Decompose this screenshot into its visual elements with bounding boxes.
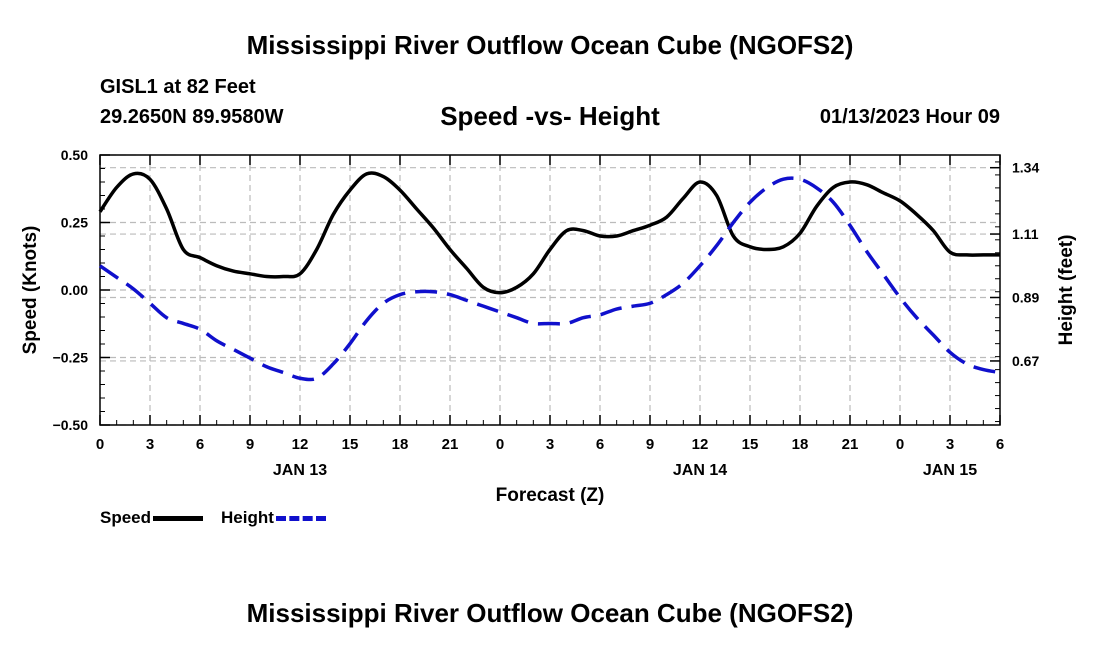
y2-tick-label: 0.67: [1012, 353, 1039, 369]
y-tick-label: 0.00: [61, 282, 88, 298]
x-tick-label: 0: [896, 436, 904, 453]
x-tick-label: 18: [792, 436, 809, 453]
chart-subtitle: Speed -vs- Height: [440, 101, 660, 131]
x-tick-label: 12: [692, 436, 709, 453]
x-tick-label: 15: [742, 436, 759, 453]
x-tick-label: 9: [646, 436, 654, 453]
y-tick-label: −0.25: [53, 350, 89, 366]
x-tick-label: 15: [342, 436, 359, 453]
x-tick-label: 21: [842, 436, 859, 453]
x-tick-label: 0: [496, 436, 504, 453]
forecast-datetime: 01/13/2023 Hour 09: [819, 106, 1000, 128]
legend-speed-swatch: [153, 515, 204, 521]
y2-tick-label: 1.11: [1012, 226, 1039, 242]
chart-title: Mississippi River Outflow Ocean Cube (NG…: [246, 30, 854, 60]
x-tick-label: 0: [96, 436, 104, 453]
day-label: JAN 13: [273, 462, 327, 479]
speed-series-line: [98, 171, 1000, 295]
legend-height-swatch: [275, 515, 326, 521]
x-tick-label: 6: [596, 436, 604, 453]
x-tick-label: 3: [946, 436, 954, 453]
y2-axis-label: Height (feet): [1056, 235, 1077, 346]
y-axis-label: Speed (Knots): [20, 226, 41, 355]
day-label: JAN 15: [923, 462, 977, 479]
footer-title: Mississippi River Outflow Ocean Cube (NG…: [246, 598, 854, 628]
x-tick-label: 6: [196, 436, 204, 453]
station-coords: 29.2650N 89.9580W: [100, 106, 284, 128]
y2-tick-label: 1.34: [1012, 160, 1039, 176]
day-label: JAN 14: [673, 462, 727, 479]
height-series-line: [99, 176, 1001, 382]
x-tick-label: 9: [246, 436, 254, 453]
x-tick-label: 6: [996, 436, 1004, 453]
station-label: GISL1 at 82 Feet: [100, 76, 256, 98]
legend-height-label: Height: [221, 508, 274, 527]
y-tick-label: 0.50: [61, 147, 88, 163]
y-tick-label: −0.50: [53, 417, 89, 433]
x-tick-label: 12: [292, 436, 309, 453]
y2-tick-label: 0.89: [1012, 290, 1039, 306]
x-axis-label: Forecast (Z): [496, 485, 605, 506]
x-tick-label: 18: [392, 436, 409, 453]
legend: Speed Height: [100, 508, 344, 528]
x-tick-label: 3: [546, 436, 554, 453]
x-tick-label: 21: [442, 436, 459, 453]
legend-speed-label: Speed: [100, 508, 152, 527]
y-tick-label: 0.25: [61, 215, 88, 231]
x-tick-label: 3: [146, 436, 154, 453]
